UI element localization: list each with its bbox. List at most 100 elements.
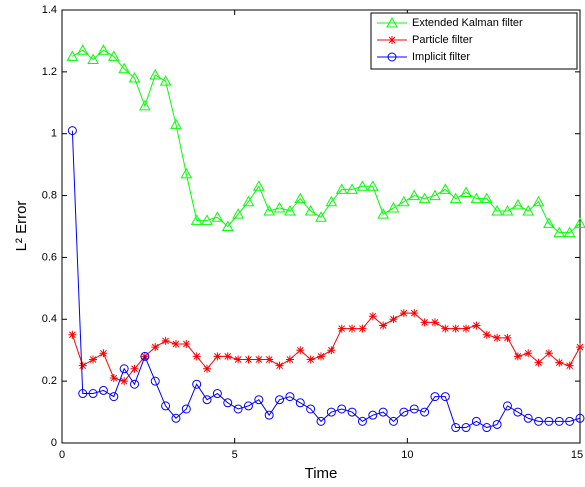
marker [366, 180, 379, 191]
marker [192, 352, 201, 361]
marker [399, 309, 408, 318]
marker [130, 364, 139, 373]
marker [462, 324, 471, 333]
marker [387, 52, 397, 62]
marker [482, 423, 492, 433]
marker [544, 416, 554, 426]
marker [544, 349, 553, 358]
marker [243, 401, 253, 411]
marker [534, 416, 544, 426]
marker [472, 321, 481, 330]
marker [315, 211, 327, 222]
marker [348, 324, 357, 333]
y-tick-label: 1 [51, 128, 57, 140]
marker [254, 395, 264, 405]
marker [482, 330, 491, 339]
y-tick-label: 1.4 [42, 4, 57, 16]
marker [120, 377, 129, 386]
marker [275, 361, 284, 370]
marker [523, 413, 533, 423]
legend-box [370, 12, 578, 70]
marker [471, 416, 481, 426]
marker [151, 343, 160, 352]
marker [387, 201, 400, 213]
marker [532, 195, 545, 207]
marker [377, 208, 390, 219]
marker [128, 72, 141, 83]
marker [306, 355, 315, 364]
marker [68, 330, 77, 339]
marker [180, 167, 193, 179]
marker [140, 351, 150, 361]
marker [461, 423, 471, 433]
marker [264, 410, 274, 420]
marker [150, 376, 160, 386]
marker [316, 416, 326, 426]
marker [66, 50, 79, 61]
marker [265, 355, 274, 364]
marker [149, 68, 162, 80]
marker [254, 355, 263, 364]
marker [294, 192, 307, 204]
marker [273, 201, 286, 213]
marker [420, 407, 430, 417]
marker [190, 214, 203, 225]
marker [161, 336, 170, 345]
marker [223, 398, 233, 408]
y-tick-label: 0.4 [42, 313, 57, 325]
marker [543, 217, 555, 228]
marker [317, 352, 325, 361]
marker [378, 407, 388, 417]
marker [388, 36, 396, 44]
marker [368, 410, 378, 420]
plot-area [61, 9, 581, 444]
marker [233, 404, 243, 414]
x-tick-label: 0 [59, 449, 65, 461]
marker [99, 349, 108, 358]
marker [502, 401, 512, 411]
marker [565, 361, 574, 370]
x-tick-label: 10 [401, 449, 413, 461]
marker [524, 349, 533, 358]
marker [89, 355, 98, 364]
marker [76, 44, 89, 55]
marker [203, 364, 212, 373]
marker [470, 192, 483, 204]
legend-label: Particle filter [412, 34, 473, 46]
marker [441, 324, 450, 333]
marker [78, 389, 88, 399]
marker [576, 343, 584, 352]
marker [285, 392, 295, 402]
marker [213, 352, 222, 361]
y-tick-label: 1.2 [42, 66, 57, 78]
marker [87, 53, 99, 64]
marker [460, 186, 472, 197]
marker [275, 395, 285, 405]
x-tick-label: 15 [571, 449, 583, 461]
marker [522, 205, 535, 216]
legend-label: Extended Kalman filter [412, 17, 523, 29]
marker [98, 385, 108, 395]
y-tick-label: 0.8 [42, 189, 57, 201]
marker [284, 205, 296, 216]
marker [181, 404, 191, 414]
y-axis-label: L² Error [13, 201, 30, 252]
marker [337, 404, 347, 414]
x-axis-label: Time [305, 465, 338, 482]
marker [553, 226, 566, 238]
marker [554, 416, 564, 426]
marker [201, 214, 213, 225]
marker [347, 407, 357, 417]
marker [337, 324, 346, 333]
marker [491, 205, 503, 216]
marker [159, 75, 172, 86]
marker [480, 192, 493, 204]
marker [202, 395, 212, 405]
marker [408, 189, 421, 201]
marker [513, 352, 522, 361]
marker [119, 364, 129, 374]
marker [221, 220, 234, 231]
marker [67, 126, 77, 136]
marker [139, 99, 151, 111]
marker [574, 217, 585, 228]
